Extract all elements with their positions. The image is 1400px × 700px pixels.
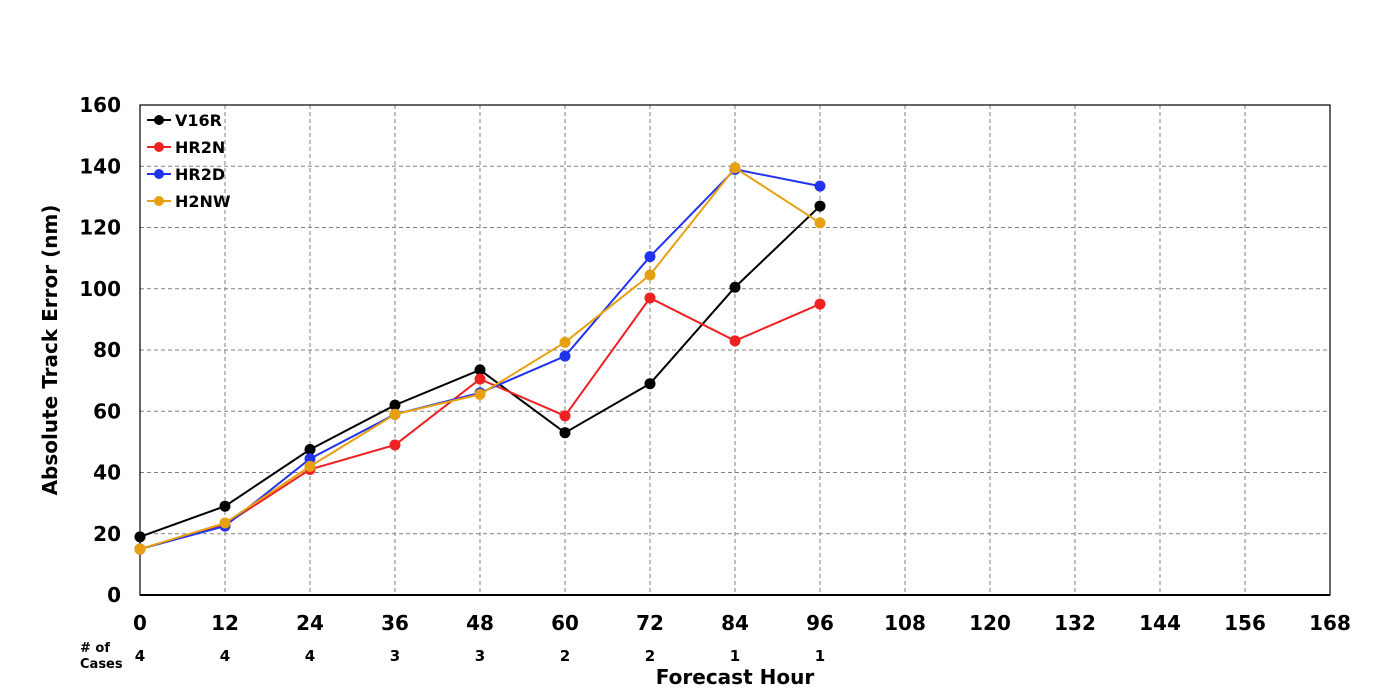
legend-label: H2NW: [175, 192, 231, 211]
data-point: [814, 298, 826, 310]
grid-lines: [140, 105, 1330, 596]
data-point: [219, 500, 231, 512]
data-point: [559, 350, 571, 362]
plot-frame: [139, 104, 1331, 596]
case-count: 4: [135, 647, 145, 665]
x-tick-label: 36: [381, 611, 409, 635]
y-axis-title: Absolute Track Error (nm): [38, 205, 62, 496]
x-tick-label: 48: [466, 611, 494, 635]
data-point: [389, 439, 401, 451]
data-point: [304, 453, 316, 465]
legend-item: HR2N: [147, 138, 225, 157]
data-point: [729, 335, 741, 347]
case-count: 4: [305, 647, 315, 665]
y-tick-labels: 0 20 40 60 80 100 120 140 160: [79, 93, 121, 607]
x-tick-label: 156: [1224, 611, 1266, 635]
y-tick-label: 60: [93, 399, 121, 423]
data-point: [389, 399, 401, 411]
x-axis-title: Forecast Hour: [656, 665, 815, 689]
y-tick-label: 160: [79, 93, 121, 117]
data-point: [134, 531, 146, 543]
x-tick-label: 12: [211, 611, 239, 635]
series-h2nw: [134, 162, 826, 555]
legend-swatch-marker: [154, 115, 164, 125]
case-count: 3: [390, 647, 400, 665]
data-point: [559, 427, 571, 439]
data-point: [559, 336, 571, 348]
x-tick-label: 144: [1139, 611, 1181, 635]
legend-item: V16R: [147, 111, 222, 130]
legend-label: V16R: [175, 111, 222, 130]
case-count: 2: [560, 647, 570, 665]
series-v16r: [134, 200, 826, 543]
y-tick-label: 20: [93, 522, 121, 546]
x-tick-labels: 0 12 24 36 48 60 72 84 96 108 120 132 144 156 168: [133, 611, 1351, 635]
legend-swatch-marker: [154, 196, 164, 206]
data-point: [474, 388, 486, 400]
data-point: [219, 517, 231, 529]
x-tick-label: 24: [296, 611, 324, 635]
legend-item: HR2D: [147, 165, 225, 184]
y-tick-label: 0: [107, 583, 121, 607]
case-count: 1: [815, 647, 825, 665]
data-point: [304, 444, 316, 456]
data-point: [474, 373, 486, 385]
case-count: 2: [645, 647, 655, 665]
data-point: [644, 378, 656, 390]
legend: V16R HR2N HR2D H2NW: [147, 111, 231, 211]
legend-swatch-marker: [154, 169, 164, 179]
x-tick-label: 96: [806, 611, 834, 635]
x-tick-label: 0: [133, 611, 147, 635]
data-point: [814, 200, 826, 212]
y-tick-label: 80: [93, 338, 121, 362]
y-tick-label: 120: [79, 216, 121, 240]
data-point: [729, 281, 741, 293]
data-point: [134, 543, 146, 555]
legend-swatch-marker: [154, 142, 164, 152]
x-tick-label: 84: [721, 611, 749, 635]
data-point: [814, 217, 826, 229]
data-point: [644, 251, 656, 263]
data-point: [389, 408, 401, 420]
data-point: [644, 292, 656, 304]
cases-label-line1: # of: [80, 641, 110, 656]
cases-row: # of Cases 4 4 4 3 3 2 2 1 1: [80, 641, 825, 672]
x-tick-label: 120: [969, 611, 1011, 635]
data-point: [814, 180, 826, 192]
y-tick-label: 100: [79, 277, 121, 301]
data-point: [304, 460, 316, 472]
data-point: [729, 162, 741, 174]
y-tick-label: 40: [93, 461, 121, 485]
y-tick-label: 140: [79, 154, 121, 178]
legend-label: HR2N: [175, 138, 225, 157]
case-count: 1: [730, 647, 740, 665]
case-count: 4: [220, 647, 230, 665]
cases-label-line2: Cases: [80, 657, 123, 672]
x-tick-label: 108: [884, 611, 926, 635]
x-tick-label: 132: [1054, 611, 1096, 635]
data-point: [559, 410, 571, 422]
x-tick-label: 60: [551, 611, 579, 635]
data-point: [644, 269, 656, 281]
x-tick-label: 168: [1309, 611, 1351, 635]
case-count: 3: [475, 647, 485, 665]
series-lines: [134, 162, 826, 555]
data-point: [474, 364, 486, 376]
x-tick-label: 72: [636, 611, 664, 635]
legend-label: HR2D: [175, 165, 225, 184]
legend-item: H2NW: [147, 192, 231, 211]
